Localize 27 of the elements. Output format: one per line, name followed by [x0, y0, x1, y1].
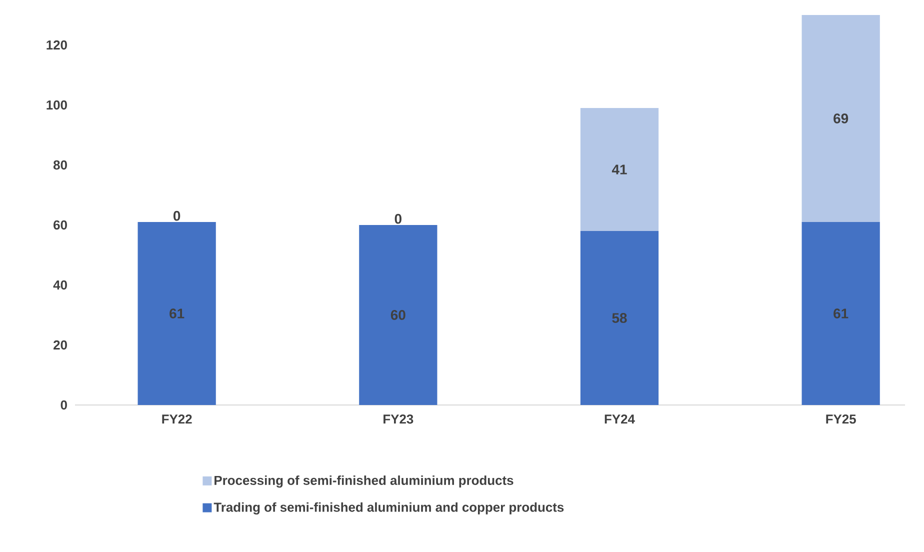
x-tick-label: FY24 [604, 414, 635, 424]
legend-label: Trading of semi-finished aluminium and copper products [214, 502, 564, 514]
data-label: 61 [170, 308, 184, 318]
data-label: 0 [173, 210, 180, 221]
data-label: 41 [612, 164, 627, 174]
legend-label: Processing of semi-finished aluminium products [214, 475, 514, 488]
y-tick-label: 60 [54, 220, 67, 230]
data-label: 0 [394, 214, 402, 224]
data-label: 61 [834, 308, 848, 318]
bar [580, 230, 659, 405]
y-tick-label: 120 [46, 40, 67, 50]
y-tick-label: 40 [53, 280, 67, 290]
y-tick-label: 80 [53, 160, 67, 170]
bar [359, 224, 438, 405]
bar [580, 108, 659, 231]
x-tick-label: FY23 [384, 414, 414, 424]
data-label: 69 [834, 114, 848, 124]
y-tick-label: 0 [60, 400, 67, 410]
y-tick-label: 20 [54, 340, 67, 350]
x-tick-label: FY22 [162, 414, 192, 424]
x-tick-label: FY25 [826, 414, 856, 424]
bar [138, 222, 216, 405]
y-tick-label: 100 [46, 100, 67, 110]
bar [802, 222, 880, 405]
bar [802, 14, 880, 222]
data-label: 60 [390, 310, 406, 320]
data-label: 58 [612, 313, 627, 323]
